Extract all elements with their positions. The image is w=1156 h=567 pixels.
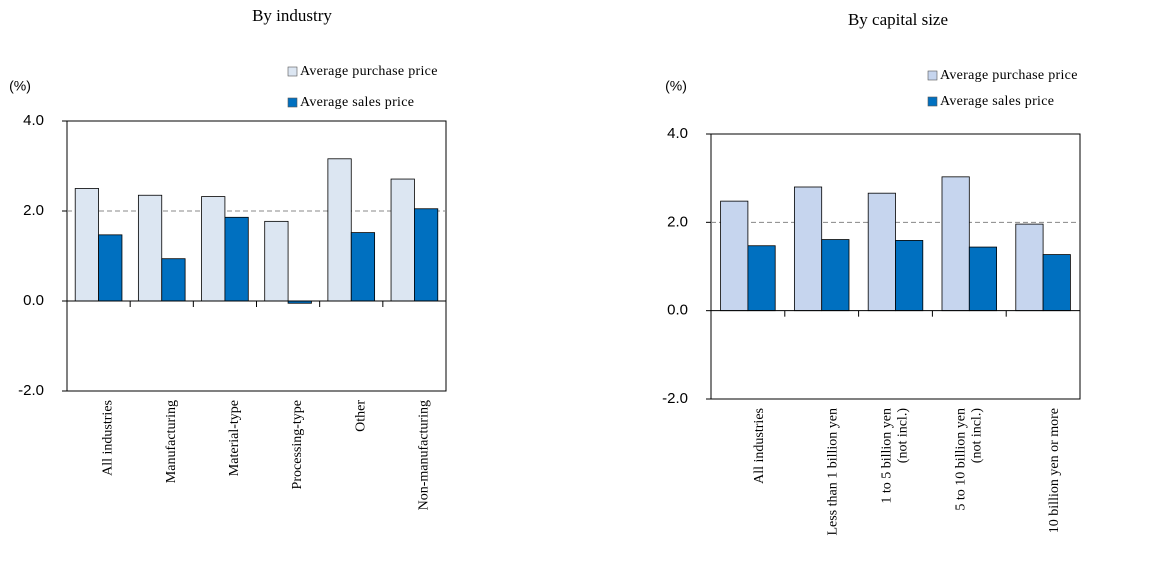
y-axis-label: (%): [665, 78, 687, 94]
bar: [224, 216, 249, 302]
bar: [350, 232, 376, 302]
legend-swatch: [287, 66, 298, 77]
bar: [390, 178, 415, 302]
bar: [968, 246, 998, 312]
bar: [327, 158, 352, 302]
bar: [264, 220, 289, 302]
bar: [137, 194, 163, 302]
y-axis-label: (%): [9, 78, 31, 94]
y-tick-label: 2.0: [667, 213, 688, 230]
x-tick-label: Manufacturing: [164, 400, 179, 483]
bar: [821, 239, 850, 312]
bar: [74, 188, 99, 302]
bar: [793, 186, 823, 312]
bar: [98, 234, 123, 302]
x-tick-label: Processing-type: [290, 400, 305, 489]
y-tick-label: 4.0: [667, 125, 688, 142]
bar: [201, 196, 226, 302]
chart-title: By capital size: [848, 10, 948, 29]
bar: [895, 240, 924, 312]
y-tick-label: 2.0: [23, 202, 44, 219]
x-tick-label: 5 to 10 billion yen(not incl.): [954, 408, 985, 511]
bar: [1015, 223, 1044, 312]
legend-swatch: [927, 96, 938, 107]
bar: [161, 258, 186, 302]
bar: [941, 176, 970, 312]
x-tick-label: Material-type: [227, 400, 242, 476]
x-tick-label: All industries: [752, 408, 767, 484]
x-tick-label: Other: [353, 400, 368, 432]
bar: [414, 208, 439, 302]
legend-swatch: [927, 70, 938, 81]
chart-title: By industry: [252, 6, 332, 25]
x-tick-label: All industries: [101, 400, 116, 476]
legend-label: Average sales price: [940, 94, 1054, 109]
y-tick-label: 0.0: [23, 292, 44, 309]
legend-label: Average sales price: [300, 95, 414, 110]
legend-label: Average purchase price: [300, 64, 438, 79]
bar: [720, 200, 749, 312]
y-tick-label: 0.0: [667, 302, 688, 319]
y-tick-label: 4.0: [23, 112, 44, 129]
x-tick-label: 1 to 5 billion yen(not incl.): [880, 408, 911, 504]
x-tick-label: Less than 1 billion yen: [826, 408, 841, 536]
bar: [867, 192, 896, 312]
x-tick-label: 10 billion yen or more: [1047, 408, 1062, 533]
legend-label: Average purchase price: [940, 68, 1078, 83]
plot-frame: [66, 120, 447, 392]
bar: [1042, 254, 1071, 312]
y-tick-label: -2.0: [18, 382, 44, 399]
bar: [747, 245, 776, 312]
legend-swatch: [287, 97, 298, 108]
y-tick-label: -2.0: [662, 390, 688, 407]
plot-frame: [710, 133, 1081, 400]
x-tick-label: Non-manufacturing: [417, 400, 432, 510]
